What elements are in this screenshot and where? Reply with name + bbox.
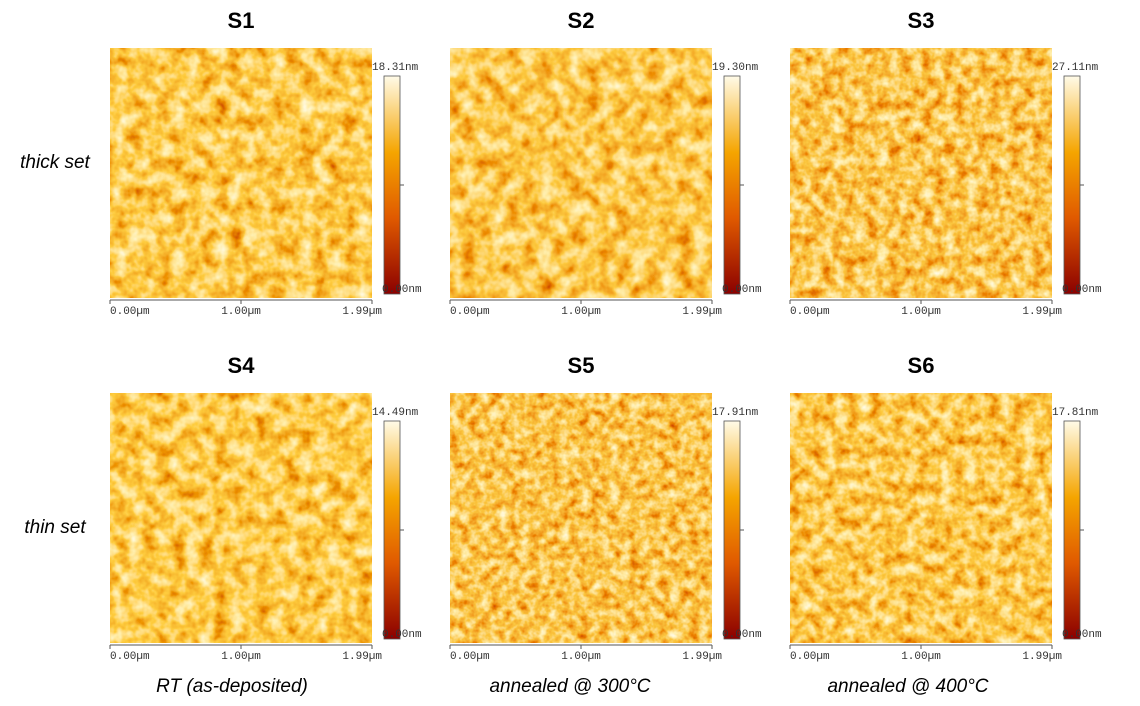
afm-image [790, 48, 1052, 298]
scale-max-label: 18.31nm [372, 62, 419, 74]
afm-image [110, 393, 372, 643]
afm-image [110, 48, 372, 298]
x-tick-label: 0.00µm [790, 651, 830, 663]
scale-max-label: 27.11nm [1052, 62, 1099, 74]
x-tick-label: 1.99µm [682, 306, 722, 318]
afm-image [450, 48, 712, 298]
panel-title: S2 [568, 8, 595, 33]
panel-title: S5 [568, 353, 595, 378]
panel-title: S3 [908, 8, 935, 33]
afm-image [450, 393, 712, 643]
row-label: thick set [20, 152, 90, 173]
row-label: thin set [24, 517, 86, 538]
x-tick-label: 0.00µm [790, 306, 830, 318]
colorbar [1063, 75, 1081, 295]
x-tick-label: 1.99µm [342, 651, 382, 663]
panel-title: S1 [228, 8, 255, 33]
afm-image [790, 393, 1052, 643]
x-tick-label: 0.00µm [450, 306, 490, 318]
scale-min-label: 0.00nm [382, 629, 422, 641]
panel-title: S6 [908, 353, 935, 378]
colorbar [383, 75, 401, 295]
colorbar [383, 420, 401, 640]
column-label: annealed @ 400°C [827, 676, 988, 697]
scale-min-label: 0.00nm [722, 284, 762, 296]
x-tick-label: 1.00µm [221, 306, 261, 318]
x-tick-label: 1.00µm [901, 306, 941, 318]
scale-max-label: 19.30nm [712, 62, 759, 74]
x-tick-label: 1.99µm [342, 306, 382, 318]
x-tick-label: 1.99µm [1022, 651, 1062, 663]
x-tick-label: 0.00µm [110, 306, 150, 318]
x-tick-label: 1.99µm [1022, 306, 1062, 318]
colorbar [723, 420, 741, 640]
column-label: RT (as-deposited) [156, 676, 308, 697]
x-tick-label: 0.00µm [450, 651, 490, 663]
scale-min-label: 0.00nm [1062, 284, 1102, 296]
x-tick-label: 1.00µm [221, 651, 261, 663]
scale-min-label: 0.00nm [1062, 629, 1102, 641]
scale-max-label: 17.91nm [712, 407, 759, 419]
panel-title: S4 [228, 353, 256, 378]
scale-max-label: 14.49nm [372, 407, 419, 419]
x-tick-label: 1.99µm [682, 651, 722, 663]
x-tick-label: 1.00µm [561, 651, 601, 663]
colorbar [1063, 420, 1081, 640]
x-tick-label: 1.00µm [561, 306, 601, 318]
x-tick-label: 1.00µm [901, 651, 941, 663]
scale-max-label: 17.81nm [1052, 407, 1099, 419]
column-label: annealed @ 300°C [489, 676, 650, 697]
colorbar [723, 75, 741, 295]
x-tick-label: 0.00µm [110, 651, 150, 663]
scale-min-label: 0.00nm [382, 284, 422, 296]
scale-min-label: 0.00nm [722, 629, 762, 641]
